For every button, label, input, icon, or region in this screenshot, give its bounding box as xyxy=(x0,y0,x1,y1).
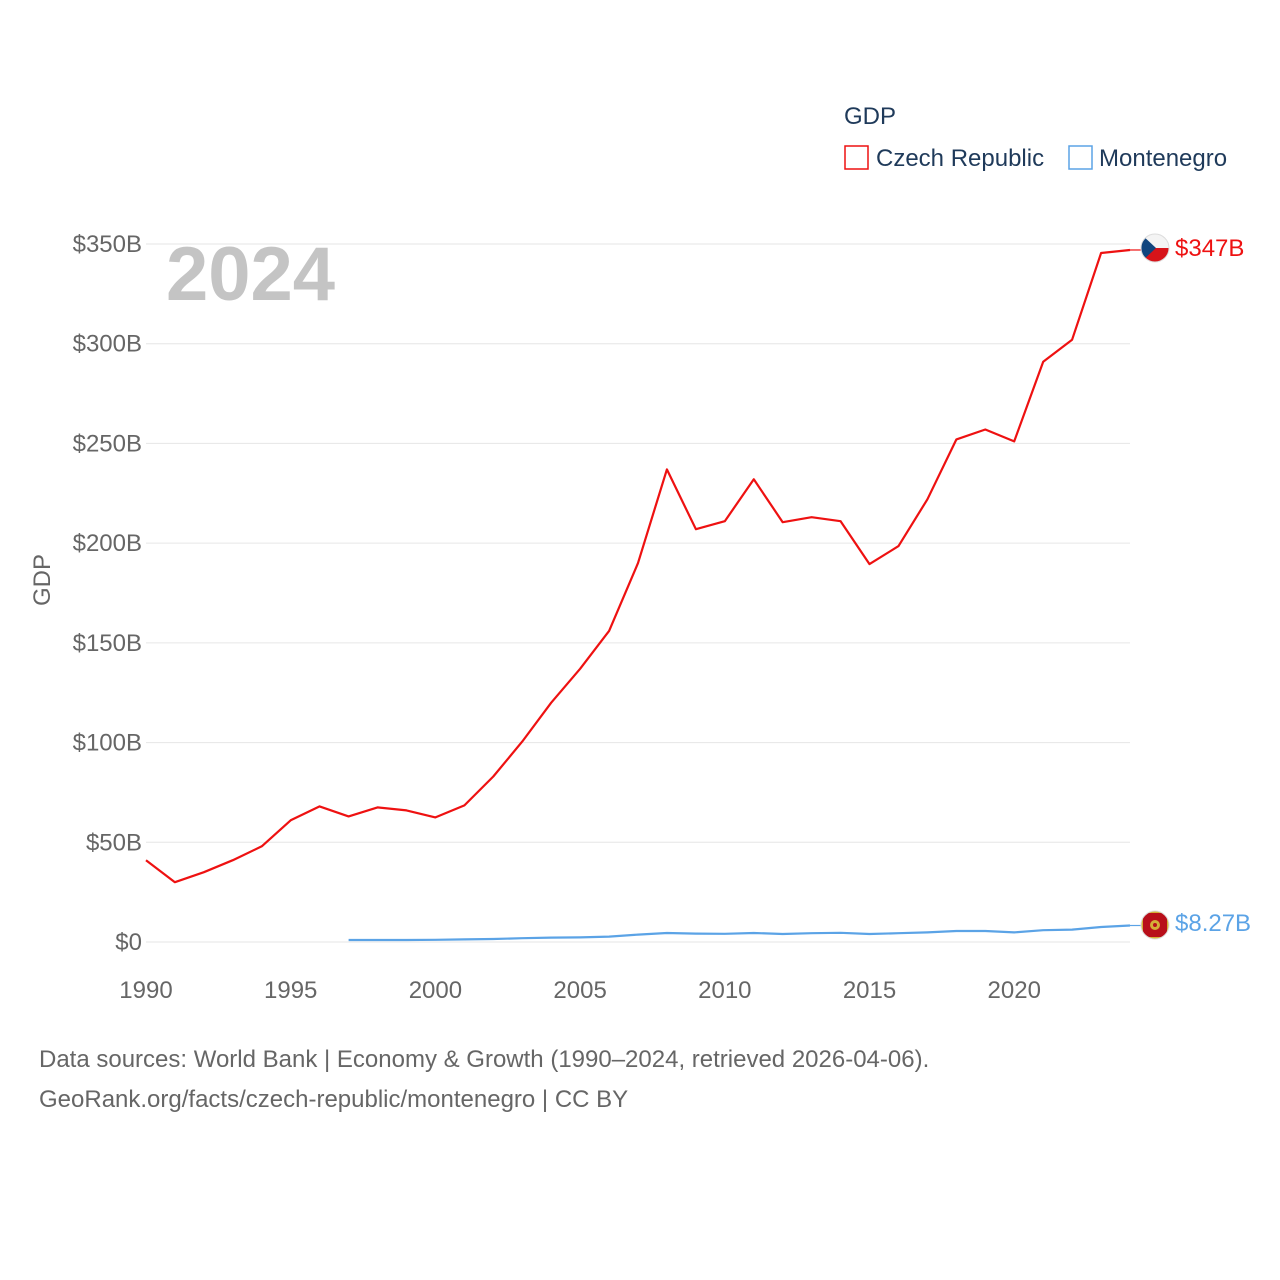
series-line-montenegro[interactable] xyxy=(348,924,1131,942)
legend-item-montenegro[interactable]: Montenegro xyxy=(1068,145,1227,172)
x-tick-label: 2000 xyxy=(409,977,462,1004)
series-lines xyxy=(145,248,1141,942)
y-axis-ticks: $0 $50B $100B $150B $200B $250B $300B $350B xyxy=(73,231,142,956)
y-tick-label: $100B xyxy=(73,730,142,757)
x-axis-ticks: 1990 1995 2000 2005 2010 2015 2020 xyxy=(119,977,1041,1004)
x-tick-label: 1990 xyxy=(119,977,172,1004)
montenegro-flag-icon xyxy=(1140,910,1170,940)
legend-swatch-czech-republic xyxy=(844,145,869,170)
y-tick-label: $350B xyxy=(73,231,142,258)
x-tick-label: 2010 xyxy=(698,977,751,1004)
legend-title: GDP xyxy=(844,103,896,130)
footer: Data sources: World Bank | Economy & Gro… xyxy=(39,1040,1239,1120)
end-label-montenegro: $8.27B xyxy=(1175,910,1251,937)
y-tick-label: $0 xyxy=(115,929,142,956)
legend-item-czech-republic[interactable]: Czech Republic xyxy=(844,145,1044,172)
year-label: 2024 xyxy=(166,232,335,317)
series-line-czech-republic[interactable] xyxy=(145,248,1131,884)
y-tick-label: $300B xyxy=(73,331,142,358)
legend-swatch-montenegro xyxy=(1068,145,1093,170)
legend: GDP Czech Republic Montenegro xyxy=(844,103,1227,172)
y-tick-label: $200B xyxy=(73,530,142,557)
legend-label-montenegro: Montenegro xyxy=(1099,145,1227,172)
y-tick-label: $250B xyxy=(73,430,142,457)
y-axis-label: GDP xyxy=(29,554,56,606)
x-tick-label: 1995 xyxy=(264,977,317,1004)
data-sources-text: Data sources: World Bank | Economy & Gro… xyxy=(39,1046,930,1073)
x-tick-label: 2015 xyxy=(843,977,896,1004)
y-tick-label: $150B xyxy=(73,630,142,657)
x-tick-label: 2020 xyxy=(988,977,1041,1004)
x-tick-label: 2005 xyxy=(553,977,606,1004)
y-tick-label: $50B xyxy=(86,829,142,856)
end-label-czech-republic: $347B xyxy=(1175,235,1244,262)
czech-flag-icon xyxy=(1140,233,1170,263)
grid-lines xyxy=(146,243,1130,943)
legend-label-czech-republic: Czech Republic xyxy=(876,145,1044,172)
source-link-text: GeoRank.org/facts/czech-republic/montene… xyxy=(39,1086,629,1113)
